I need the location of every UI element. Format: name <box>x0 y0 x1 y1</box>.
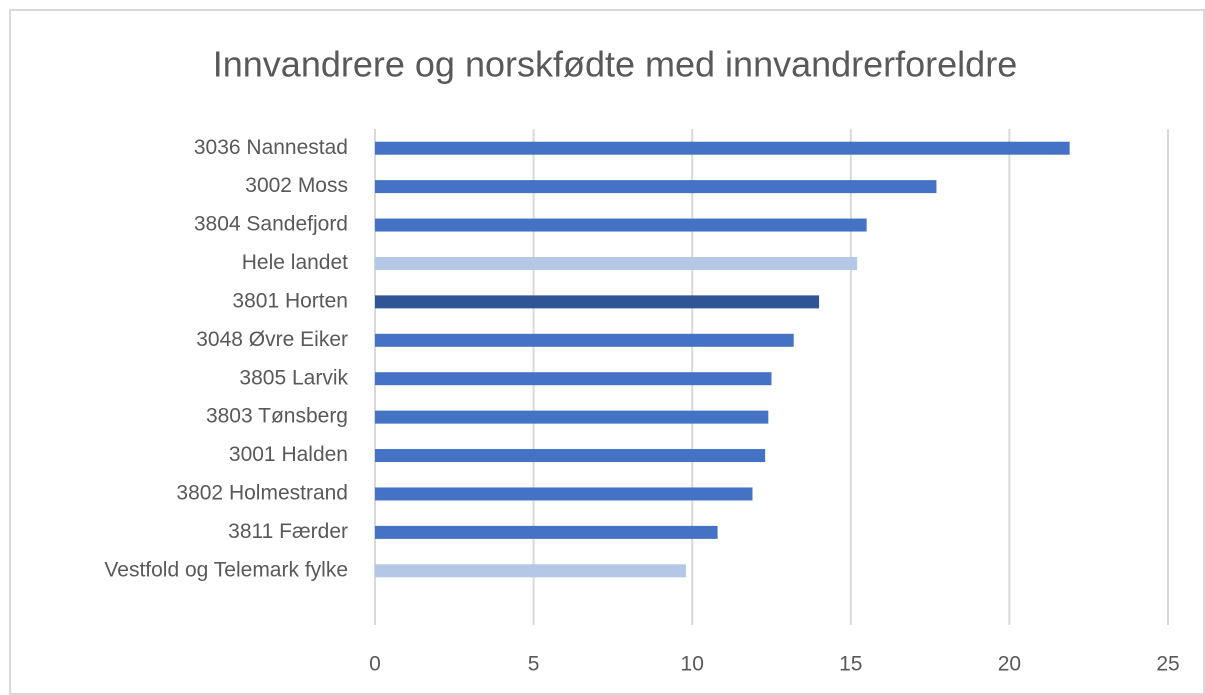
y-tick-label: 3002 Moss <box>245 174 348 197</box>
y-tick-label: 3001 Halden <box>229 443 348 466</box>
x-tick-label: 15 <box>839 653 862 676</box>
bar <box>375 180 937 194</box>
y-tick-label: 3048 Øvre Eiker <box>196 328 348 351</box>
y-tick-label: 3805 Larvik <box>239 366 348 389</box>
bar <box>375 564 686 578</box>
y-tick-label: 3811 Færder <box>228 520 348 543</box>
chart-frame <box>9 9 1205 695</box>
y-tick-label: 3036 Nannestad <box>194 136 348 159</box>
chart-title: Innvandrere og norskfødte med innvandrer… <box>213 44 1017 85</box>
bar <box>375 141 1070 155</box>
y-tick-label: Vestfold og Telemark fylke <box>104 558 348 581</box>
y-tick-label: 3801 Horten <box>232 289 348 312</box>
y-tick-label: 3802 Holmestrand <box>176 482 348 505</box>
x-tick-label: 0 <box>369 653 381 676</box>
bar <box>375 295 820 309</box>
y-tick-label: 3803 Tønsberg <box>206 405 348 428</box>
x-tick-label: 25 <box>1156 653 1179 676</box>
bar <box>375 372 772 386</box>
bar <box>375 256 858 270</box>
y-tick-label: 3804 Sandefjord <box>194 213 348 236</box>
x-tick-label: 5 <box>528 653 540 676</box>
bar <box>375 218 867 232</box>
x-tick-label: 10 <box>681 653 704 676</box>
bar <box>375 525 718 539</box>
bar <box>375 410 769 424</box>
y-tick-label: Hele landet <box>242 251 348 274</box>
bar <box>375 333 794 347</box>
bar <box>375 487 753 501</box>
x-tick-label: 20 <box>998 653 1021 676</box>
bar <box>375 449 766 463</box>
